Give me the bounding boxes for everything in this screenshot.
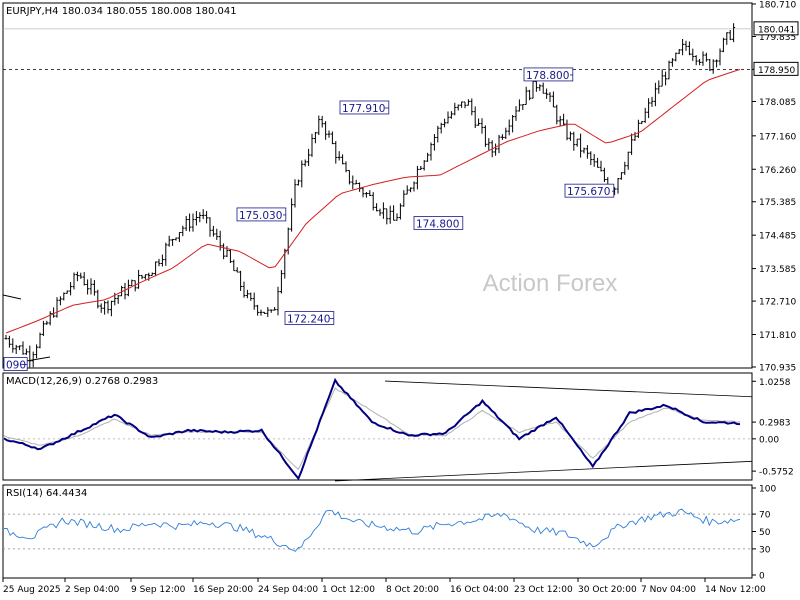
price-annotation-box — [236, 207, 287, 222]
price-tick-label: 177.160 — [759, 132, 796, 142]
price-annotation-box — [284, 311, 335, 325]
current-price-label: 180.041 — [758, 25, 795, 35]
rsi-tick-label: 70 — [759, 511, 771, 521]
macd-line — [3, 377, 741, 481]
price-tick-label: 171.810 — [759, 331, 796, 341]
price-tick-label: 170.935 — [759, 364, 796, 374]
macd-title: MACD(12,26,9) 0.2768 0.2983 — [6, 376, 158, 387]
x-tick-label: 25 Aug 2025 — [3, 585, 61, 595]
x-tick-label: 1 Oct 12:00 — [322, 585, 375, 595]
macd-tick-label: 0.00 — [759, 435, 779, 445]
moving-average-line — [5, 68, 741, 334]
price-tick-label: 180.710 — [759, 1, 796, 11]
price-tick-label: 175.385 — [759, 198, 796, 208]
level-label-box — [753, 61, 799, 76]
price-tick-label: 173.585 — [759, 265, 796, 275]
current-price-box — [753, 21, 799, 36]
trendline-segment — [2, 294, 22, 300]
level-label: 178.950 — [758, 66, 795, 76]
price-annotation: 177.910 — [342, 103, 385, 115]
price-tick-label: 174.485 — [759, 232, 796, 242]
price-tick-label: 179.835 — [759, 33, 796, 43]
macd-upper-trendline — [384, 380, 753, 398]
price-annotation-box — [523, 67, 574, 82]
price-tick-label: 172.710 — [759, 298, 796, 308]
rsi-title: RSI(14) 64.4434 — [6, 488, 87, 499]
price-annotation: 174.800 — [416, 218, 459, 230]
x-tick-label: 8 Oct 20:00 — [386, 585, 439, 595]
price-annotation-box — [564, 183, 615, 198]
rsi-tick-label: 0 — [759, 572, 765, 582]
x-tick-label: 30 Oct 20:00 — [578, 585, 637, 595]
price-annotation-box — [339, 100, 390, 115]
macd-tick-label: -0.5752 — [759, 468, 794, 478]
x-tick-label: 16 Sep 20:00 — [193, 585, 253, 595]
price-annotation-box — [413, 216, 464, 230]
watermark: Action Forex — [483, 270, 618, 297]
price-annotation: 172.240 — [287, 314, 330, 326]
price-annotation-box — [3, 357, 28, 371]
price-panel-frame — [2, 2, 753, 369]
x-tick-label: 24 Sep 04:00 — [258, 585, 318, 595]
macd-signal-line — [3, 387, 741, 470]
rsi-tick-label: 30 — [759, 545, 771, 555]
price-tick-label: 176.260 — [759, 166, 796, 176]
x-tick-label: 7 Nov 04:00 — [641, 585, 696, 595]
rsi-line — [3, 508, 741, 552]
price-annotation: 178.800 — [526, 70, 569, 82]
price-annotation: 175.030 — [239, 210, 282, 222]
macd-lower-trendline — [334, 460, 753, 482]
x-tick-label: 16 Oct 04:00 — [450, 585, 509, 595]
macd-panel-frame — [2, 372, 753, 481]
x-tick-label: 9 Sep 12:00 — [131, 585, 186, 595]
price-annotation: 175.670 — [567, 186, 610, 198]
symbol-header: EURJPY,H4 180.034 180.055 180.008 180.04… — [6, 6, 237, 17]
x-tick-label: 14 Nov 12:00 — [705, 585, 766, 595]
rsi-tick-label: 100 — [759, 485, 776, 495]
x-tick-label: 23 Oct 12:00 — [514, 585, 573, 595]
price-tick-label: 178.085 — [759, 98, 796, 108]
macd-tick-label: 1.0258 — [759, 378, 791, 388]
rsi-tick-label: 50 — [759, 528, 771, 538]
x-tick-label: 2 Sep 04:00 — [65, 585, 120, 595]
macd-tick-label: 0.2983 — [759, 419, 791, 429]
price-annotation: 090 — [6, 360, 26, 372]
